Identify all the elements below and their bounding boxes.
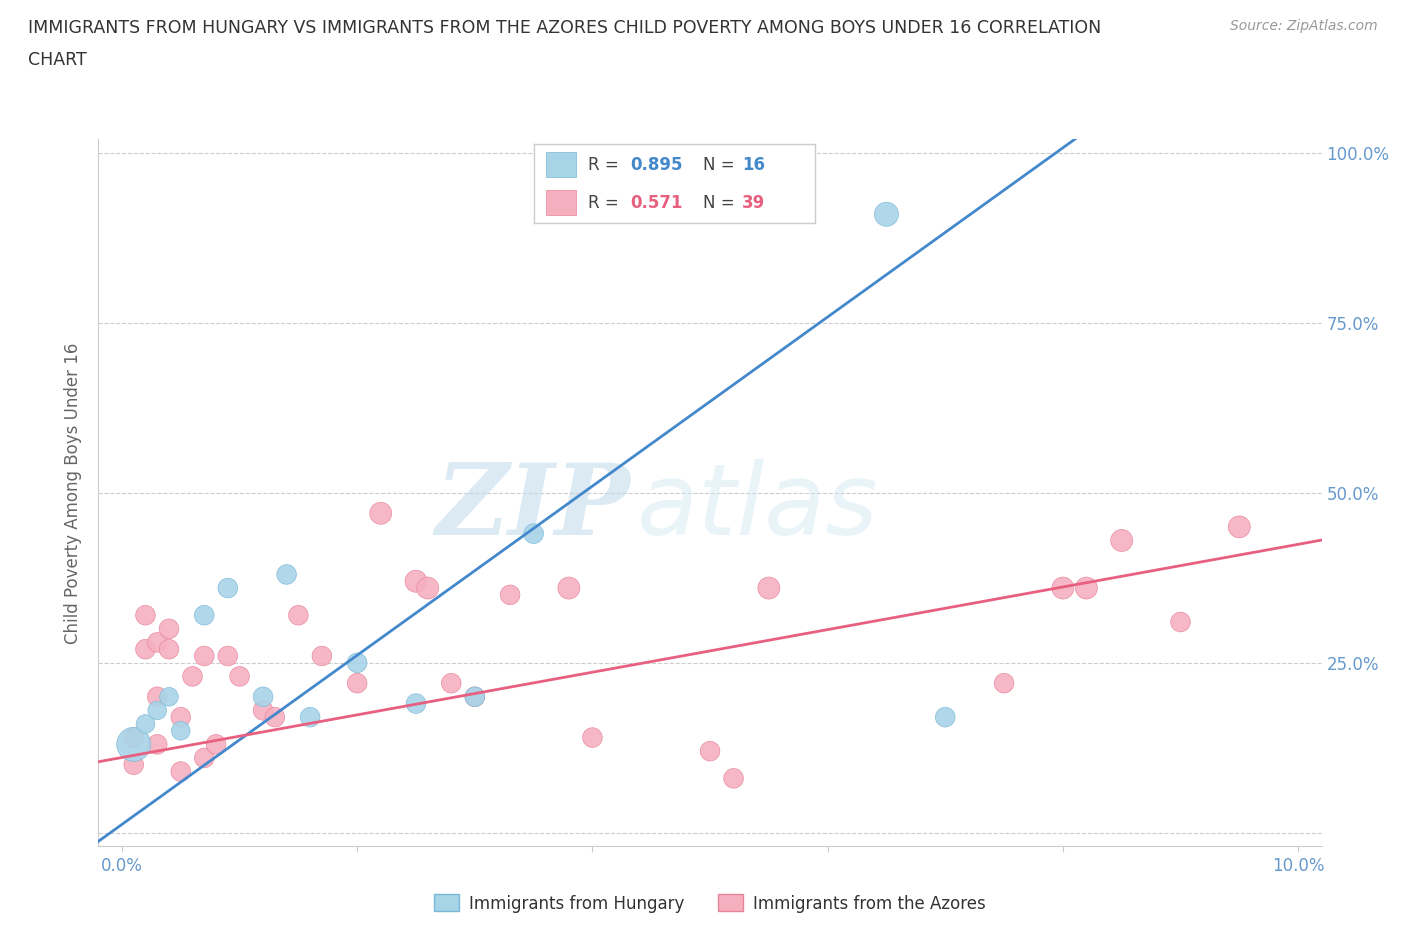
Point xyxy=(875,206,897,221)
Point xyxy=(440,676,463,691)
Point xyxy=(299,710,322,724)
Y-axis label: Child Poverty Among Boys Under 16: Child Poverty Among Boys Under 16 xyxy=(65,342,83,644)
Text: CHART: CHART xyxy=(28,51,87,69)
Point xyxy=(346,656,368,671)
Text: atlas: atlas xyxy=(637,458,879,555)
Point xyxy=(193,751,215,765)
Point xyxy=(205,737,228,751)
Point xyxy=(263,710,285,724)
Point xyxy=(193,648,215,663)
Point xyxy=(157,642,180,657)
Point xyxy=(146,635,169,650)
Point xyxy=(170,764,193,779)
Legend: Immigrants from Hungary, Immigrants from the Azores: Immigrants from Hungary, Immigrants from… xyxy=(427,888,993,919)
Point xyxy=(170,724,193,738)
Point xyxy=(405,697,427,711)
Point xyxy=(157,689,180,704)
Bar xyxy=(546,153,576,178)
Point xyxy=(252,689,274,704)
Point xyxy=(287,608,309,623)
Text: 16: 16 xyxy=(742,155,765,174)
Point xyxy=(723,771,745,786)
Text: IMMIGRANTS FROM HUNGARY VS IMMIGRANTS FROM THE AZORES CHILD POVERTY AMONG BOYS U: IMMIGRANTS FROM HUNGARY VS IMMIGRANTS FR… xyxy=(28,19,1101,36)
Point xyxy=(276,567,298,582)
Bar xyxy=(546,190,576,216)
Point xyxy=(146,689,169,704)
Point xyxy=(346,676,368,691)
Point xyxy=(464,689,486,704)
Point xyxy=(146,737,169,751)
Point xyxy=(157,621,180,636)
Point xyxy=(699,744,721,759)
Point xyxy=(193,608,215,623)
Point xyxy=(122,737,145,751)
Text: R =: R = xyxy=(588,193,624,212)
Point xyxy=(217,580,239,595)
Point xyxy=(134,716,156,731)
Text: R =: R = xyxy=(588,155,624,174)
Text: N =: N = xyxy=(703,193,740,212)
Point xyxy=(1111,533,1133,548)
Text: 0.895: 0.895 xyxy=(630,155,682,174)
Text: Source: ZipAtlas.com: Source: ZipAtlas.com xyxy=(1230,19,1378,33)
Point xyxy=(499,588,522,603)
Text: 0.571: 0.571 xyxy=(630,193,682,212)
Point xyxy=(1076,580,1098,595)
Point xyxy=(581,730,603,745)
Point xyxy=(217,648,239,663)
Point xyxy=(122,730,145,745)
Point xyxy=(370,506,392,521)
Point xyxy=(228,669,250,684)
Point xyxy=(1052,580,1074,595)
Text: N =: N = xyxy=(703,155,740,174)
Point xyxy=(416,580,439,595)
Point xyxy=(122,757,145,772)
Point xyxy=(1170,615,1192,630)
Point xyxy=(181,669,204,684)
Point xyxy=(993,676,1015,691)
Point xyxy=(405,574,427,589)
Point xyxy=(252,703,274,718)
Point xyxy=(464,689,486,704)
Point xyxy=(311,648,333,663)
Text: ZIP: ZIP xyxy=(436,458,630,555)
Point xyxy=(1227,520,1250,535)
Point xyxy=(558,580,581,595)
Point xyxy=(934,710,956,724)
Point xyxy=(758,580,780,595)
Point xyxy=(134,608,156,623)
Point xyxy=(134,642,156,657)
Point xyxy=(523,526,546,541)
Point xyxy=(170,710,193,724)
Text: 39: 39 xyxy=(742,193,766,212)
Point xyxy=(146,703,169,718)
